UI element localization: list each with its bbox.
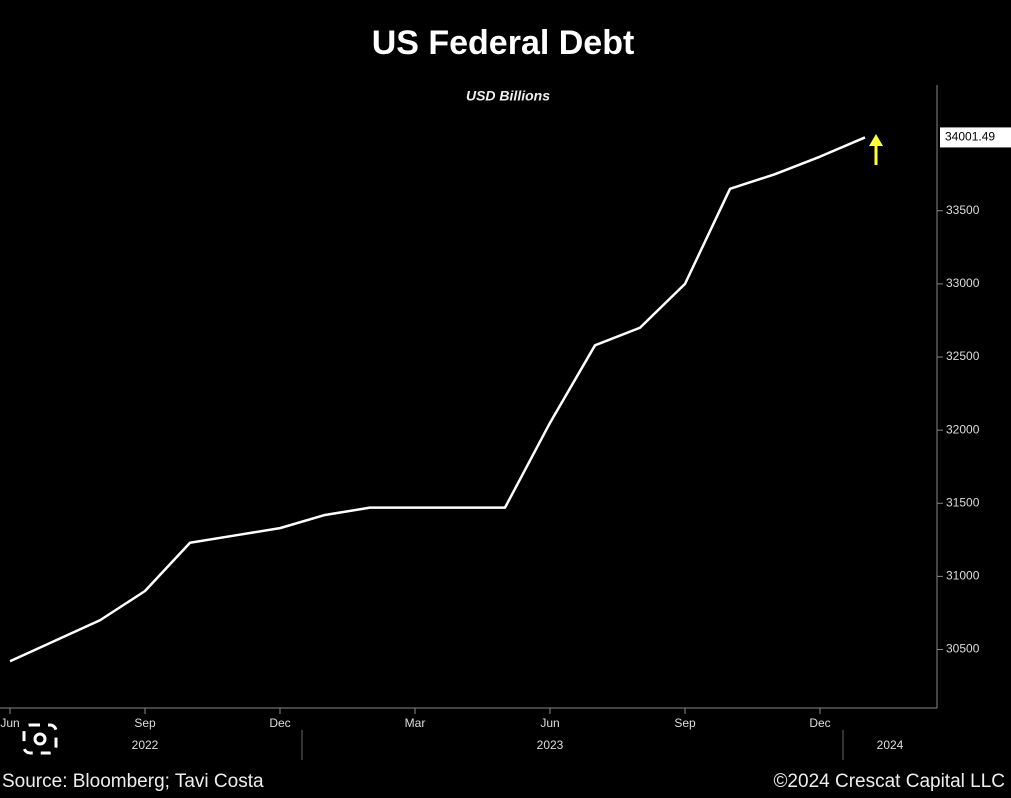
y-tick-label: 31500 <box>946 495 980 509</box>
y-tick-label: 33500 <box>946 203 980 217</box>
source-note: Source: Bloomberg; Tavi Costa <box>2 771 264 792</box>
y-tick-label: 30500 <box>946 642 980 656</box>
year-label: 2023 <box>537 738 564 752</box>
x-tick-label: Sep <box>134 716 156 730</box>
x-tick-label: Jun <box>540 716 559 730</box>
y-tick-label: 31000 <box>946 569 980 583</box>
x-tick-label: Dec <box>809 716 830 730</box>
last-value-label: 34001.49 <box>945 130 995 144</box>
lens-icon[interactable] <box>22 723 58 755</box>
y-tick-label: 32000 <box>946 422 980 436</box>
x-tick-label: Sep <box>674 716 696 730</box>
x-tick-label: Dec <box>269 716 290 730</box>
x-tick-label: Mar <box>405 716 426 730</box>
chart-subtitle: USD Billions <box>466 88 550 104</box>
up-arrow <box>869 134 883 165</box>
debt-line <box>9 136 866 663</box>
last-value-tag <box>940 127 1011 148</box>
chart-title: US Federal Debt <box>372 24 635 62</box>
year-label: 2022 <box>132 738 159 752</box>
x-tick-label: Jun <box>0 716 19 730</box>
year-label: 2024 <box>877 738 904 752</box>
copyright-note: ©2024 Crescat Capital LLC <box>773 771 1005 792</box>
y-tick-label: 33000 <box>946 276 980 290</box>
y-tick-label: 32500 <box>946 349 980 363</box>
